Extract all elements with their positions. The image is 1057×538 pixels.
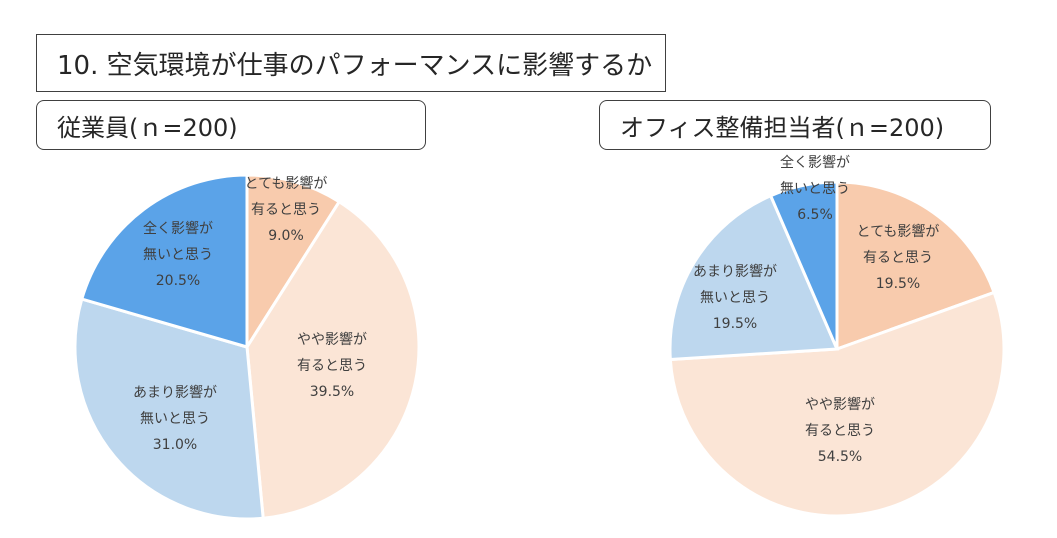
- pie-label-employees-not-affected-at-all: 全く影響が無いと思う 20.5%: [143, 220, 213, 289]
- pie-slice-office-managers-not-much-affected: [668, 193, 840, 362]
- pie-label-office-managers-not-affected-at-all: 全く影響が無いと思う 6.5%: [780, 154, 850, 223]
- pie-slice-office-managers-somewhat-affected: [668, 290, 1006, 518]
- pie-slice-employees-not-much-affected: [73, 297, 265, 521]
- pie-label-employees-very-affected: とても影響が有ると思う 9.0%: [245, 175, 328, 244]
- pie-title-office-managers: オフィス整備担当者(ｎ=200): [599, 100, 991, 150]
- chart-title: 10. 空気環境が仕事のパフォーマンスに影響するか: [36, 34, 666, 92]
- pie-slice-employees-very-affected: [245, 173, 342, 353]
- pie-label-office-managers-not-much-affected: あまり影響が無いと思う 19.5%: [693, 263, 777, 332]
- pie-slice-employees-not-affected-at-all: [79, 173, 249, 349]
- pie-label-employees-not-much-affected: あまり影響が無いと思う 31.0%: [133, 384, 217, 453]
- pie-slice-employees-somewhat-affected: [245, 199, 421, 520]
- pie-title-employees: 従業員(ｎ=200): [36, 100, 426, 150]
- pie-label-office-managers-very-affected: とても影響が有ると思う 19.5%: [857, 223, 940, 292]
- pie-label-office-managers-somewhat-affected: やや影響が有ると思う 54.5%: [805, 396, 875, 465]
- pie-slice-office-managers-very-affected: [835, 180, 997, 352]
- pie-slice-office-managers-not-affected-at-all: [768, 180, 839, 350]
- pie-label-employees-somewhat-affected: やや影響が有ると思う 39.5%: [297, 331, 367, 400]
